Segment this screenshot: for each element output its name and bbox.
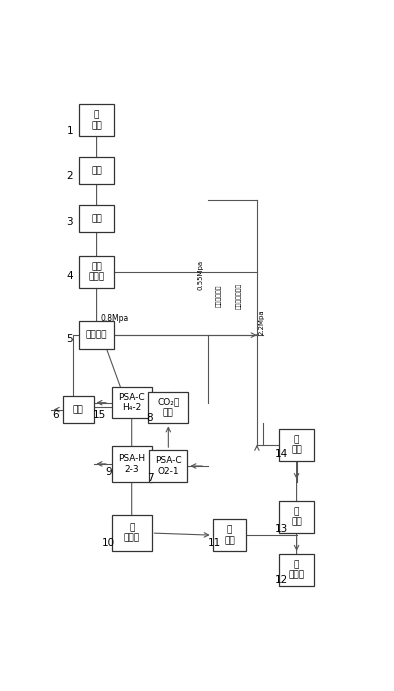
Text: 14: 14 [275,449,288,460]
Text: 2: 2 [67,171,73,181]
Text: 煤
气化: 煤 气化 [91,111,102,130]
Text: 变换变脱: 变换变脱 [86,330,107,339]
Text: 0.55Mpa: 0.55Mpa [197,259,203,290]
Text: 合
成塔: 合 成塔 [291,507,302,527]
Text: 12: 12 [275,576,288,585]
Bar [79,158,114,184]
Bar [279,428,314,461]
Text: 罗茨
压缩机: 罗茨 压缩机 [89,262,105,281]
Text: 8: 8 [147,413,153,423]
Text: 氨
压缩机: 氨 压缩机 [288,560,305,580]
Text: 9: 9 [106,467,112,477]
Text: 氨
甲化: 氨 甲化 [224,525,235,545]
Text: 脱化: 脱化 [73,405,84,414]
Bar [279,500,314,533]
Bar [79,104,114,136]
Text: 气柜: 气柜 [91,167,102,176]
Bar [112,446,152,482]
Text: 6: 6 [52,410,59,420]
Text: 0.8Mpa: 0.8Mpa [100,314,128,323]
Bar [79,205,114,232]
Text: PSA-C
O2-1: PSA-C O2-1 [155,456,182,475]
Bar [149,392,188,424]
Text: 7: 7 [147,473,153,483]
Bar [279,553,314,586]
Text: 2.2Mpa: 2.2Mpa [258,310,264,335]
Text: 3: 3 [67,218,73,227]
Text: 合
成塔: 合 成塔 [291,435,302,455]
Text: CO₂压
缩机: CO₂压 缩机 [157,398,179,417]
Text: 4: 4 [67,271,73,281]
Text: PSA-H
2-3: PSA-H 2-3 [118,454,145,473]
Text: 11: 11 [208,538,221,548]
Text: 10: 10 [102,538,115,548]
Bar [79,321,114,349]
Text: PSA-C
H₄-2: PSA-C H₄-2 [118,393,145,413]
Bar [213,519,246,551]
Text: 1: 1 [67,126,73,136]
Text: 5: 5 [67,334,73,344]
Text: 脱硫: 脱硫 [91,214,102,223]
Bar [112,515,152,551]
Bar [79,256,114,287]
Bar [63,396,93,424]
Bar [112,387,152,418]
Text: 去压缩机三段: 去压缩机三段 [216,285,221,307]
Text: 13: 13 [275,524,288,533]
Text: 15: 15 [93,410,106,420]
Text: 来自压缩机四段: 来自压缩机四段 [236,283,242,309]
Text: 氨
合成塔: 氨 合成塔 [124,523,140,542]
Bar [149,450,188,482]
